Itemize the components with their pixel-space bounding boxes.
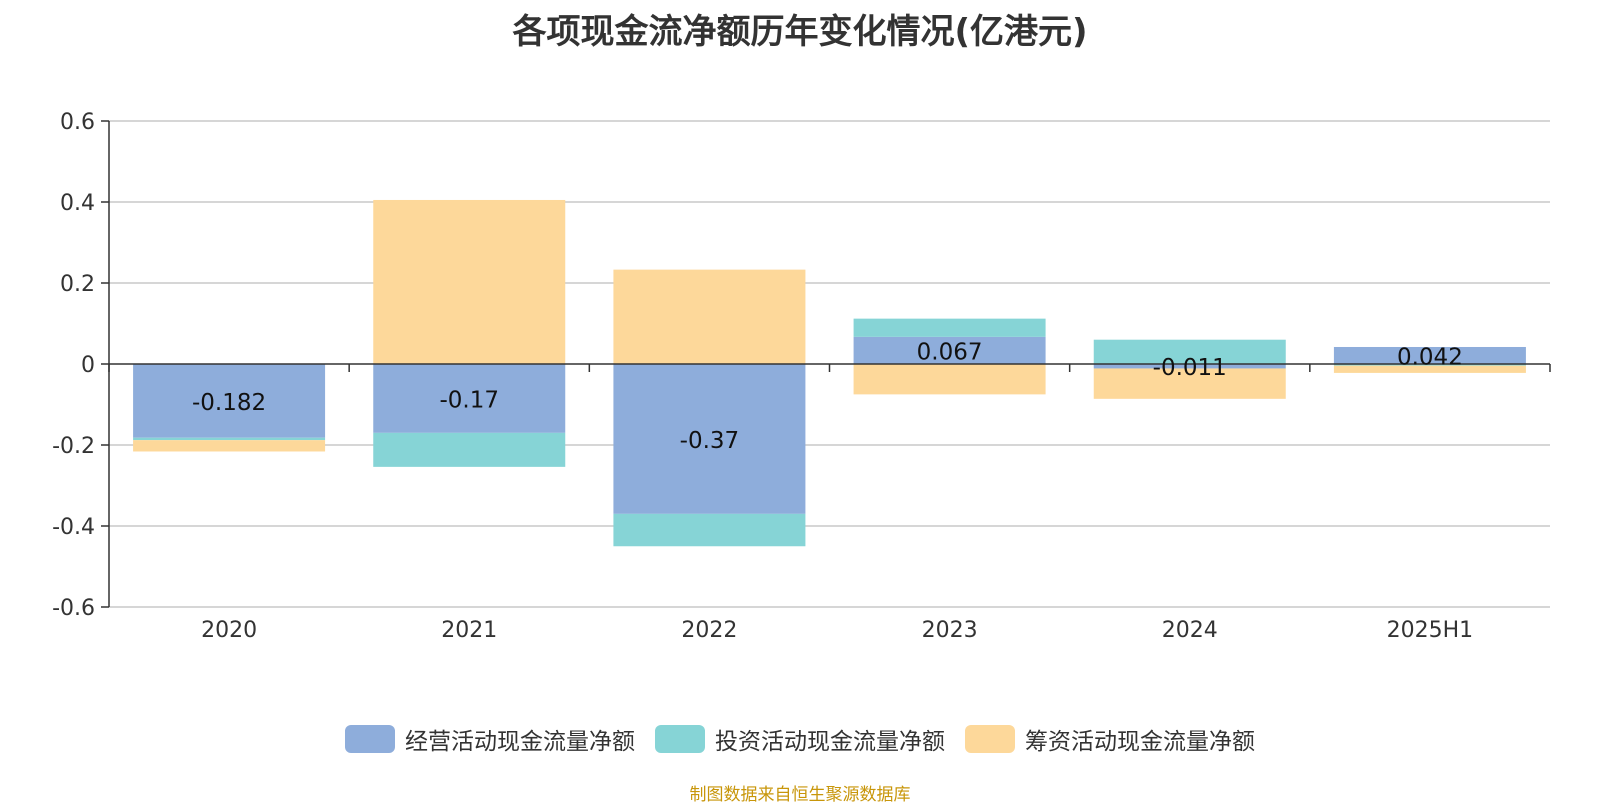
y-tick-label: 0 [81, 353, 95, 378]
data-label: 0.042 [1397, 344, 1463, 370]
bar-0-2023 [853, 336, 1046, 364]
bar-2-2021 [373, 199, 566, 364]
bar-0-2024 [1093, 364, 1286, 369]
y-tick-label: 0.4 [60, 191, 95, 216]
bar-1-2020 [133, 437, 326, 441]
x-tick-label: 2020 [201, 618, 257, 643]
bar-0-2025H1 [1333, 346, 1526, 364]
legend-swatch [345, 725, 395, 753]
data-label: -0.011 [1153, 355, 1227, 381]
legend-label: 筹资活动现金流量净额 [1025, 729, 1255, 755]
bar-1-2024 [1093, 339, 1286, 364]
bar-0-2020 [133, 364, 326, 438]
bar-2-2023 [853, 364, 1046, 395]
bar-2-2025H1 [1333, 365, 1526, 373]
bar-0-2022 [613, 364, 806, 514]
chart-title: 各项现金流净额历年变化情况(亿港元) [512, 12, 1088, 52]
x-tick-label: 2022 [681, 618, 737, 643]
bar-1-2023 [853, 318, 1046, 337]
legend-label: 投资活动现金流量净额 [715, 729, 945, 755]
data-label: 0.067 [917, 339, 983, 365]
bar-2-2020 [133, 440, 326, 452]
bar-1-2021 [373, 432, 566, 467]
x-tick-label: 2023 [922, 618, 978, 643]
y-tick-label: 0.2 [60, 272, 95, 297]
data-label: -0.37 [680, 428, 740, 454]
legend-swatch [655, 725, 705, 753]
y-tick-label: 0.6 [60, 110, 95, 135]
data-label: -0.182 [192, 390, 266, 416]
legend-item[interactable]: 投资活动现金流量净额 [655, 722, 945, 756]
legend-item[interactable]: 筹资活动现金流量净额 [965, 722, 1255, 756]
source-note: 制图数据来自恒生聚源数据库 [689, 785, 911, 805]
y-tick-label: -0.2 [52, 434, 95, 459]
y-tick-label: -0.6 [52, 596, 95, 621]
legend-label: 经营活动现金流量净额 [405, 729, 635, 755]
legend-item[interactable]: 经营活动现金流量净额 [345, 722, 635, 756]
y-tick-label: -0.4 [52, 515, 95, 540]
x-tick-label: 2025H1 [1387, 618, 1474, 643]
x-tick-label: 2024 [1162, 618, 1218, 643]
bar-2-2022 [613, 269, 806, 364]
legend-swatch [965, 725, 1015, 753]
bar-2-2024 [1093, 368, 1286, 399]
bar-0-2021 [373, 364, 566, 433]
bar-1-2025H1 [1333, 364, 1526, 366]
bar-1-2022 [613, 513, 806, 547]
data-label: -0.17 [439, 387, 499, 413]
x-tick-label: 2021 [441, 618, 497, 643]
legend: 经营活动现金流量净额 投资活动现金流量净额 筹资活动现金流量净额 [0, 722, 1600, 756]
